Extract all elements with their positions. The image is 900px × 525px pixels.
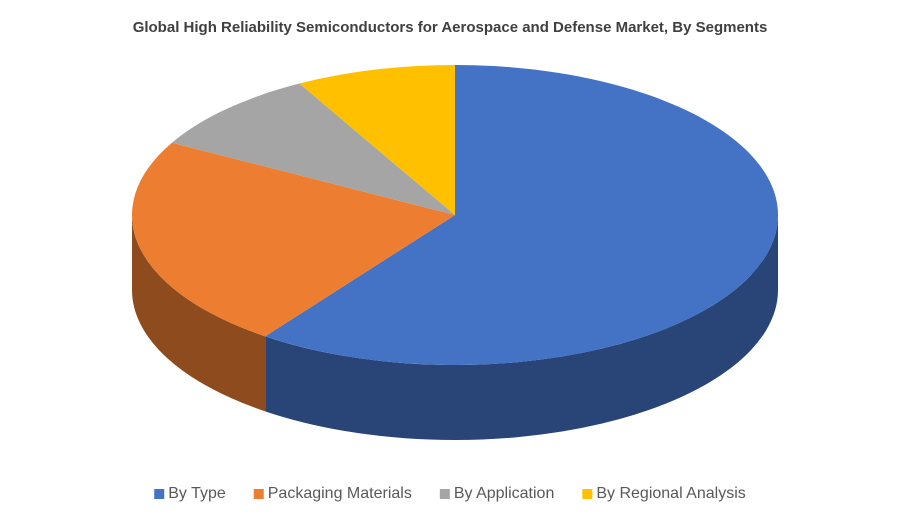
slice <box>132 142 455 337</box>
pie-tops <box>132 65 778 365</box>
legend: By Type Packaging Materials By Application… <box>154 485 746 502</box>
legend-label: By Type <box>168 485 226 502</box>
slice <box>299 65 455 215</box>
legend-swatch <box>439 489 450 499</box>
slice <box>171 83 455 215</box>
legend-label: Packaging Materials <box>268 485 412 502</box>
pie-sides <box>132 215 778 440</box>
legend-swatch <box>582 489 593 499</box>
chart-title: Global High Reliability Semiconductors f… <box>133 19 768 36</box>
slice-side <box>265 215 778 440</box>
legend-label: By Application <box>454 485 555 502</box>
legend-label: By Regional Analysis <box>596 485 745 502</box>
slice-side <box>132 215 266 412</box>
slice <box>265 65 778 365</box>
legend-swatch <box>154 489 165 499</box>
legend-swatch <box>253 489 264 499</box>
